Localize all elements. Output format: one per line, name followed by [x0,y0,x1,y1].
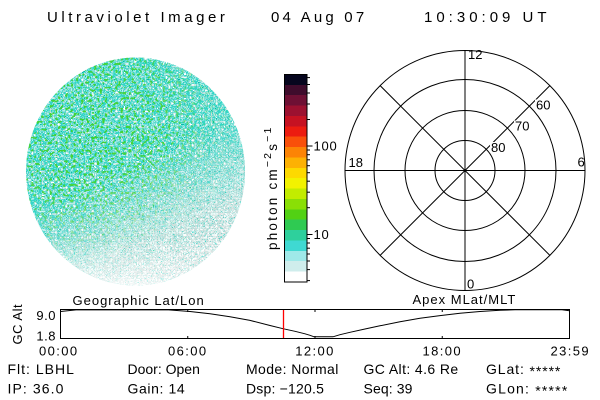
svg-text:18: 18 [349,155,363,170]
svg-text:1.8: 1.8 [36,328,56,343]
svg-text:10: 10 [314,227,330,242]
svg-text:04 Aug 07: 04 Aug 07 [271,9,367,26]
svg-text:23:59: 23:59 [550,344,590,359]
svg-text:Seq: 39: Seq: 39 [364,381,413,397]
svg-text:GLat: *****: GLat: ***** [486,361,561,379]
svg-text:00:00: 00:00 [39,344,79,359]
svg-text:9.0: 9.0 [36,308,56,323]
svg-text:18:00: 18:00 [422,344,462,359]
svg-text:Geographic Lat/Lon: Geographic Lat/Lon [73,293,205,308]
svg-text:photon cm−2s−1: photon cm−2s−1 [262,125,280,250]
svg-text:Apex MLat/MLT: Apex MLat/MLT [413,292,517,307]
svg-text:6: 6 [578,155,585,170]
svg-text:GC Alt: 4.6 Re: GC Alt: 4.6 Re [364,361,459,377]
svg-text:Mode: Normal: Mode: Normal [246,361,339,377]
svg-text:GLon: *****: GLon: ***** [486,381,568,399]
svg-text:Dsp: −120.5: Dsp: −120.5 [246,381,324,397]
svg-text:10:30:09 UT: 10:30:09 UT [424,9,551,26]
svg-text:Gain: 14: Gain: 14 [128,381,186,397]
svg-text:Ultraviolet Imager: Ultraviolet Imager [47,9,228,26]
svg-text:Door: Open: Door: Open [128,361,200,377]
svg-text:12: 12 [468,47,482,62]
svg-text:Flt: LBHL: Flt: LBHL [8,361,75,377]
svg-text:12:00: 12:00 [295,344,335,359]
svg-text:70: 70 [515,119,529,134]
svg-text:IP: 36.0: IP: 36.0 [8,381,65,397]
svg-text:GC Alt: GC Alt [10,304,25,345]
svg-text:60: 60 [536,98,550,113]
svg-text:06:00: 06:00 [168,344,208,359]
svg-text:80: 80 [491,140,505,155]
svg-text:0: 0 [467,277,474,292]
svg-text:100: 100 [314,139,338,154]
